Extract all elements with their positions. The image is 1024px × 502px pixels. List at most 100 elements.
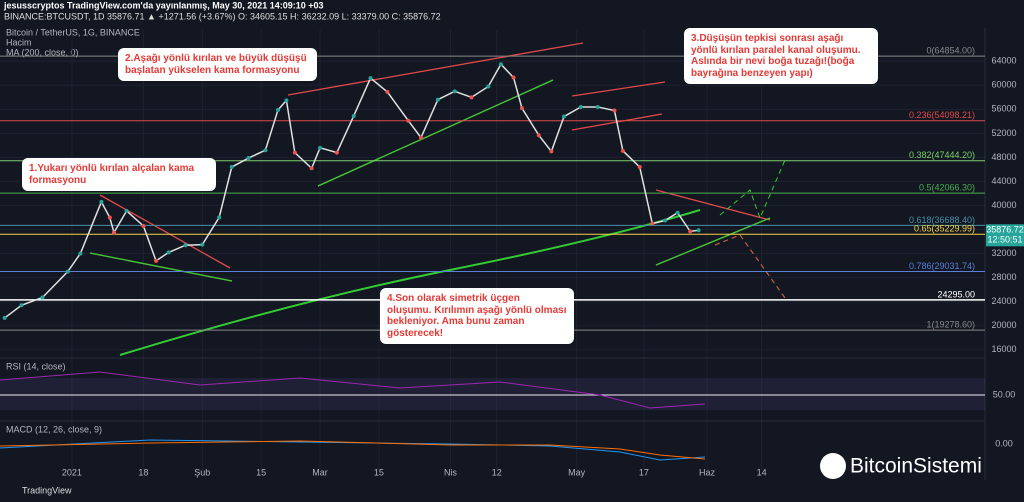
y-tick-label: 28000 bbox=[991, 272, 1016, 282]
price-point bbox=[519, 106, 524, 111]
rsi-level: 50.00 bbox=[993, 389, 1016, 399]
price-point bbox=[183, 243, 188, 248]
price-point bbox=[40, 295, 45, 300]
rsi-title: RSI (14, close) bbox=[6, 361, 66, 371]
price-point bbox=[368, 76, 373, 81]
y-tick-label: 64000 bbox=[991, 56, 1016, 66]
price-point bbox=[561, 114, 566, 119]
level-label: 0.5(42066.30) bbox=[919, 182, 975, 192]
x-tick-label: 15 bbox=[256, 467, 266, 477]
macd-title: MACD (12, 26, close, 9) bbox=[6, 424, 102, 434]
price-point bbox=[385, 89, 390, 94]
level-label: 0.236(54098.21) bbox=[909, 110, 975, 120]
price-point bbox=[675, 210, 680, 215]
y-tick-label: 56000 bbox=[991, 104, 1016, 114]
level-label: 24295.00 bbox=[937, 289, 975, 299]
price-point bbox=[549, 149, 554, 154]
price-point bbox=[284, 98, 289, 103]
price-point bbox=[309, 166, 314, 171]
price-point bbox=[469, 95, 474, 100]
price-point bbox=[318, 145, 323, 150]
logo: BitcoinSistemi bbox=[850, 455, 982, 478]
x-tick-label: 12 bbox=[492, 467, 502, 477]
price-point bbox=[334, 150, 339, 155]
x-tick-label: May bbox=[568, 467, 586, 477]
price-point bbox=[154, 258, 159, 263]
price-point bbox=[452, 89, 457, 94]
x-tick-label: Mar bbox=[312, 467, 328, 477]
level-label: 0.382(47444.20) bbox=[909, 150, 975, 160]
price-point bbox=[166, 250, 171, 255]
price-point bbox=[99, 199, 104, 204]
price-point bbox=[650, 221, 655, 226]
price-point bbox=[276, 107, 281, 112]
price-tag bbox=[986, 224, 1024, 247]
x-tick-label: 14 bbox=[757, 467, 767, 477]
y-tick-label: 32000 bbox=[991, 248, 1016, 258]
price-point bbox=[292, 150, 297, 155]
annotation: 4.Son olarak simetrik üçgen oluşumu. Kır… bbox=[380, 288, 574, 344]
price-point bbox=[200, 242, 205, 247]
rsi-line bbox=[0, 371, 706, 409]
price-point bbox=[688, 229, 693, 234]
price-point bbox=[111, 230, 116, 235]
price-point bbox=[578, 104, 583, 109]
y-tick-label: 48000 bbox=[991, 152, 1016, 162]
annotation: 2.Aşağı yönlü kırılan ve büyük düşüşü ba… bbox=[118, 48, 317, 81]
price-point bbox=[419, 135, 424, 140]
price-point bbox=[406, 118, 411, 123]
x-tick-label: 2021 bbox=[62, 467, 82, 477]
level-label: 0.618(36688.40) bbox=[909, 215, 975, 225]
price-point bbox=[662, 218, 667, 223]
level-label: 0.65(35229.99) bbox=[914, 224, 975, 234]
price-point bbox=[696, 228, 701, 233]
ma200 bbox=[119, 209, 701, 356]
y-tick-label: 40000 bbox=[991, 200, 1016, 210]
author: jesusscryptos TradingView.com'da yayınla… bbox=[3, 0, 324, 10]
price-point bbox=[141, 223, 146, 228]
y-tick-label: 52000 bbox=[991, 128, 1016, 138]
price-tag-timer: 12:50:51 bbox=[987, 235, 1022, 245]
y-tick-label: 16000 bbox=[991, 344, 1016, 354]
scenario bbox=[714, 159, 786, 299]
price-tag-label: 35876.72 bbox=[986, 225, 1024, 235]
price-point bbox=[263, 148, 268, 153]
price-point bbox=[637, 165, 642, 170]
price-point bbox=[486, 84, 491, 89]
x-tick-label: 18 bbox=[138, 467, 148, 477]
price-point bbox=[19, 303, 24, 308]
y-tick-label: 20000 bbox=[991, 320, 1016, 330]
indicator: Hacim bbox=[6, 37, 32, 47]
indicator: MA (200, close, 0) bbox=[6, 47, 79, 57]
price-point bbox=[351, 113, 356, 118]
annotation: 3.Düşüşün tepkisi sonrası aşağı yönlü kı… bbox=[684, 28, 878, 84]
price-point bbox=[246, 156, 251, 161]
y-tick-label: 24000 bbox=[991, 296, 1016, 306]
price-point bbox=[107, 215, 112, 220]
logo-icon bbox=[820, 453, 846, 479]
level-label: 0(64854.00) bbox=[926, 45, 975, 55]
price-point bbox=[536, 133, 541, 138]
annotation: 1.Yukarı yönlü kırılan alçalan kama form… bbox=[22, 158, 216, 191]
price-point bbox=[595, 104, 600, 109]
level-label: 0.786(29031.74) bbox=[909, 261, 975, 271]
price-point bbox=[2, 315, 7, 320]
x-tick-label: 15 bbox=[374, 467, 384, 477]
x-tick-label: Şub bbox=[194, 467, 210, 477]
price-point bbox=[612, 108, 617, 113]
price-point bbox=[435, 97, 440, 102]
signal-line bbox=[0, 440, 706, 460]
price-point bbox=[511, 75, 516, 80]
price-point bbox=[498, 62, 503, 67]
x-tick-label: 17 bbox=[639, 467, 649, 477]
x-tick-label: Nis bbox=[444, 467, 457, 477]
level-label: 1(19278.60) bbox=[926, 319, 975, 329]
macd-level: 0.00 bbox=[995, 438, 1013, 448]
brand: TradingView bbox=[22, 485, 72, 495]
x-tick-label: Haz bbox=[699, 467, 716, 477]
y-tick-label: 60000 bbox=[991, 80, 1016, 90]
price-point bbox=[620, 148, 625, 153]
rsi-band bbox=[0, 378, 985, 410]
